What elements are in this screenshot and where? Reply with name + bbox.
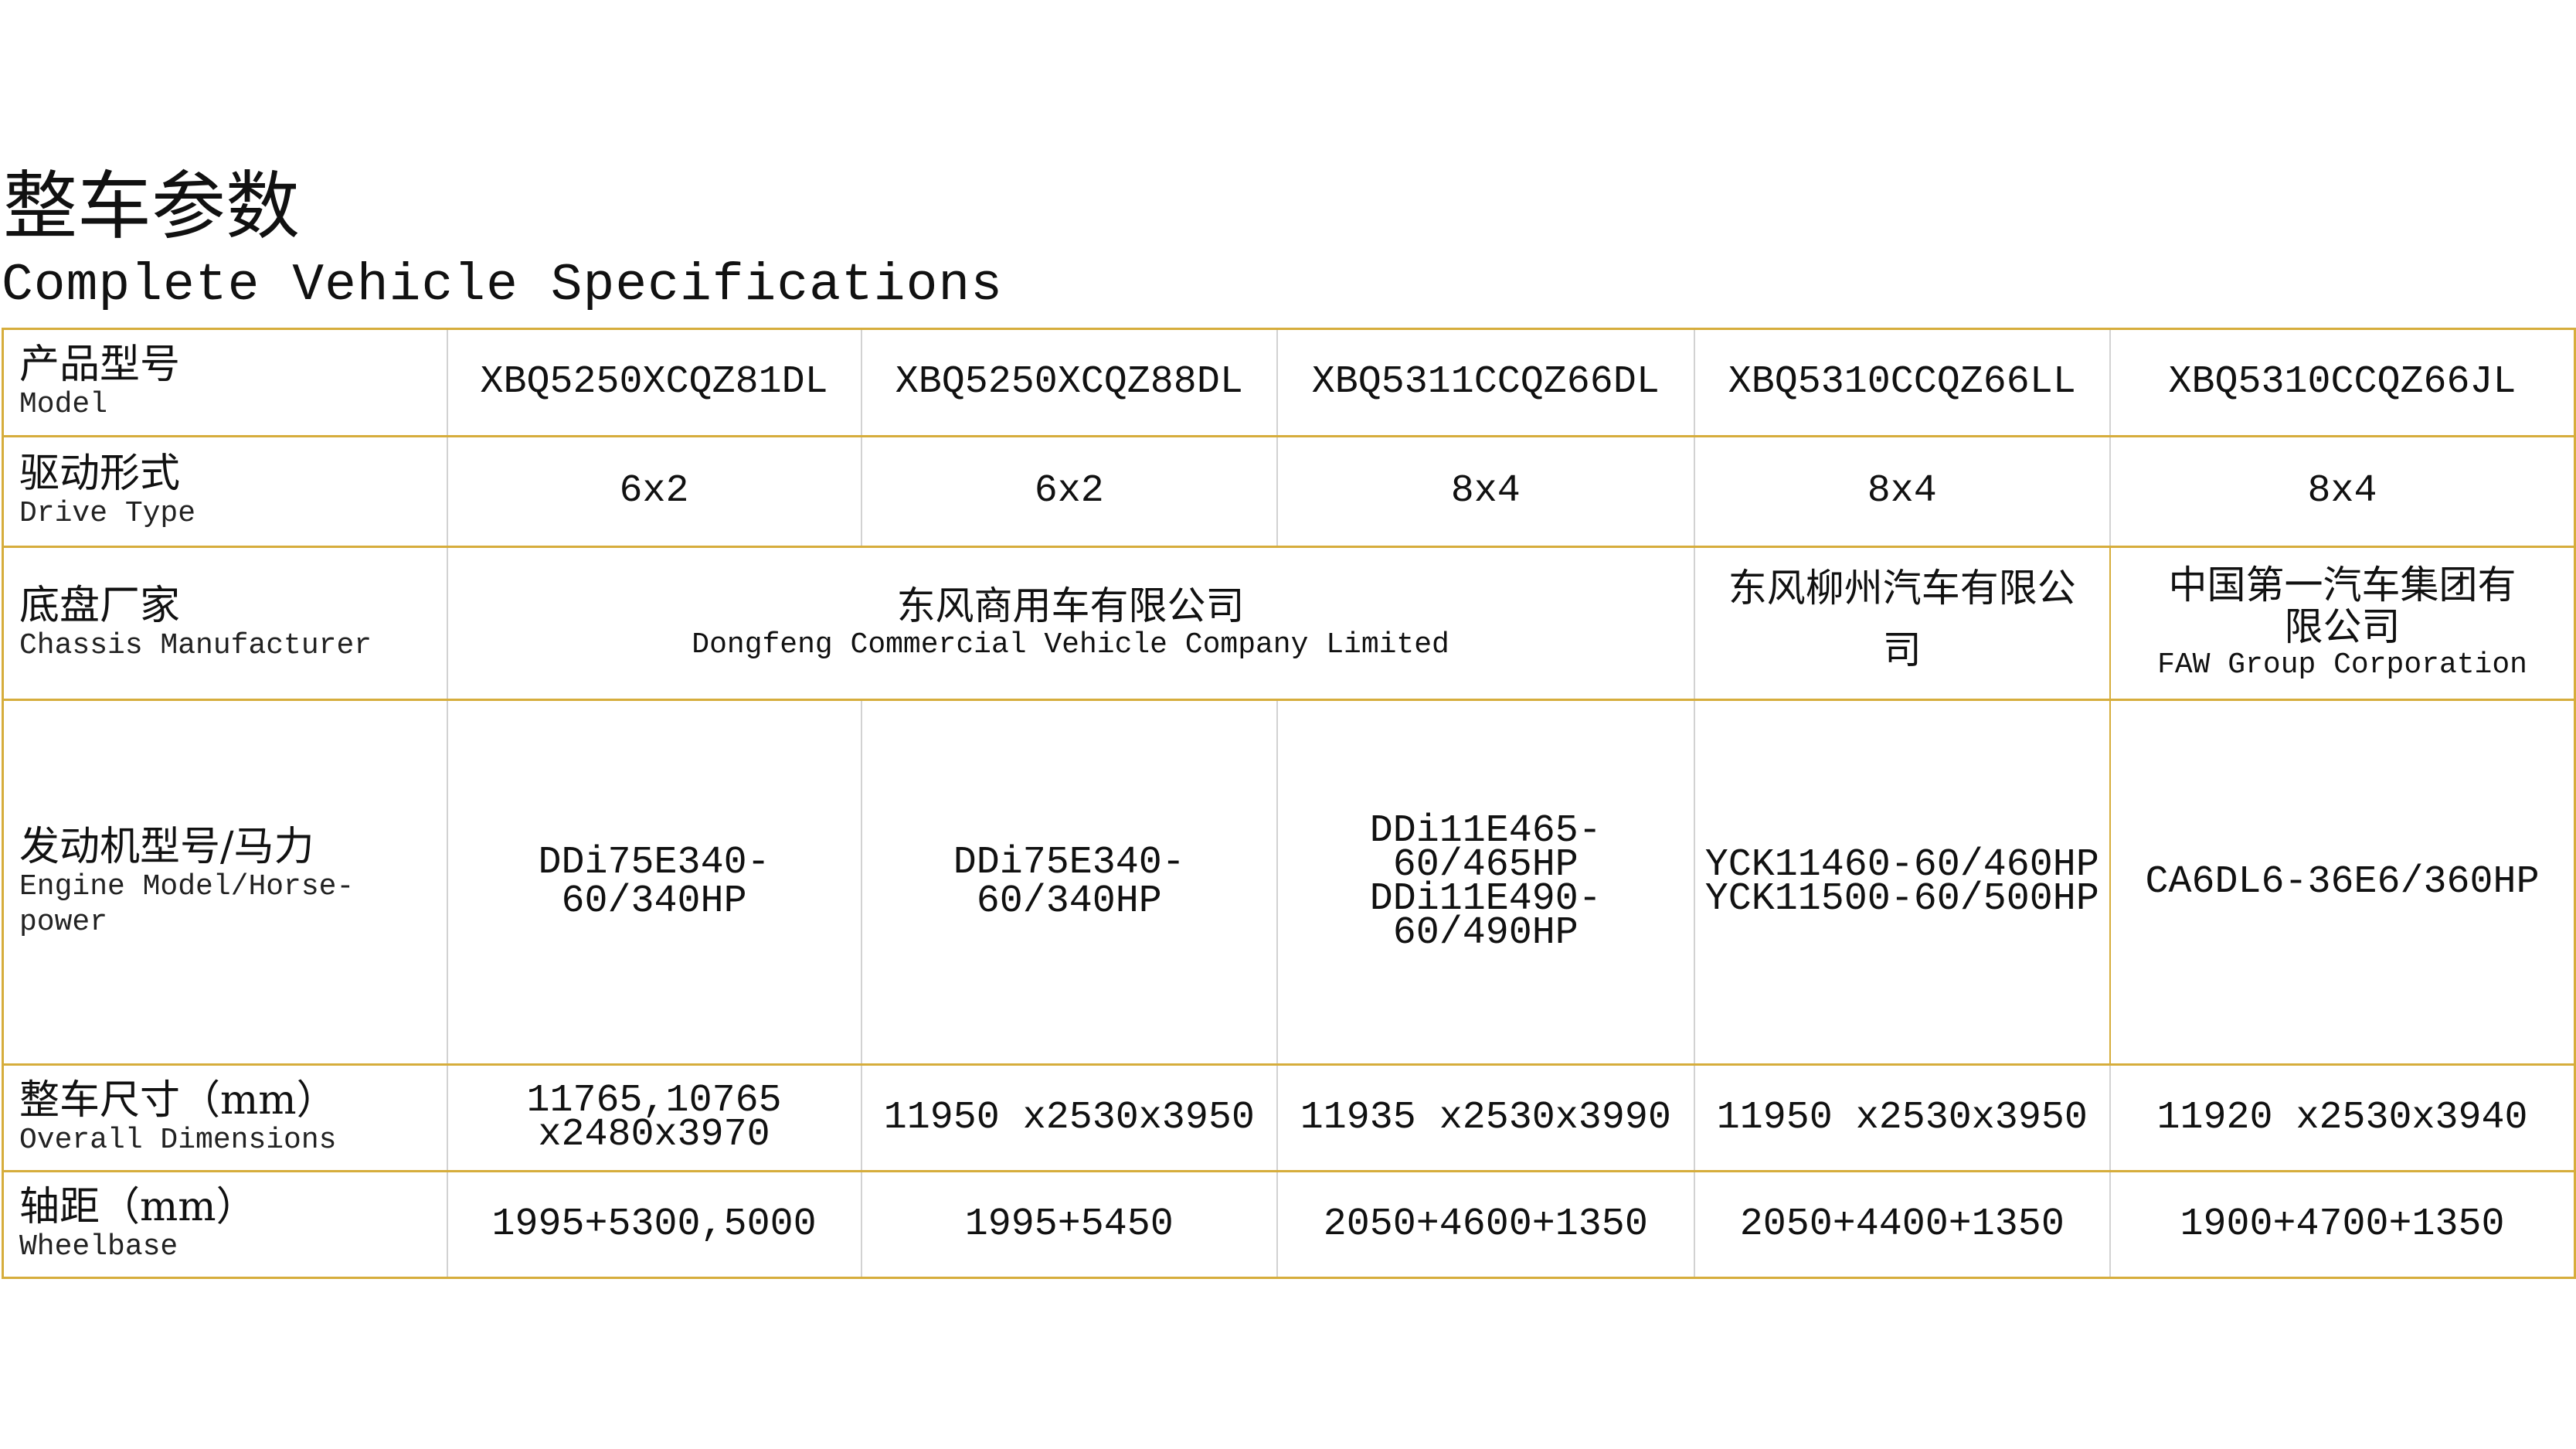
table-row-wheelbase: 轴距（mm） Wheelbase 1995+5300,5000 1995+545… [1, 1170, 2576, 1279]
manufacturer-en: FAW Group Corporation [2157, 648, 2527, 682]
manufacturer-cn: 中国第一汽车集团有限公司 [2168, 562, 2517, 649]
label-cn: 整车尺寸（mm） [19, 1077, 337, 1124]
table-cell: 6x2 [446, 435, 862, 548]
manufacturer-cn: 东风柳州汽车有限公司 [1728, 566, 2076, 672]
dimension-line: 11765,10765 [526, 1078, 782, 1123]
dimension-line: 11935 x2530x3990 [1300, 1095, 1671, 1140]
table-row-dimensions: 整车尺寸（mm） Overall Dimensions 11765,10765 x… [1, 1063, 2576, 1172]
manufacturer-en: Dongfeng Commercial Vehicle Company Limi… [692, 628, 1449, 662]
table-cell: 11920 x2530x3940 [2109, 1063, 2576, 1172]
manufacturer-cn: 东风商用车有限公司 [896, 583, 1245, 628]
label-cn: 底盘厂家 [19, 582, 181, 629]
table-row-drive: 驱动形式 Drive Type 6x2 6x2 8x4 8x4 8x4 [1, 435, 2576, 548]
engine-line: DDi75E340-60/340HP [538, 840, 770, 923]
label-en: Wheelbase [19, 1230, 178, 1264]
label-cn: 轴距（mm） [19, 1183, 257, 1230]
table-cell: DDi11E465-60/465HP DDi11E490-60/490HP [1276, 699, 1695, 1066]
label-en: Drive Type [19, 497, 196, 530]
table-cell: 1900+4700+1350 [2109, 1170, 2576, 1279]
engine-line: YCK11460-60/460HP [1704, 842, 2099, 887]
dimension-line: 11920 x2530x3940 [2156, 1095, 2528, 1140]
engine-line: DDi75E340-60/340HP [953, 840, 1185, 923]
label-cn: 驱动形式 [19, 451, 181, 497]
row-label: 轴距（mm） Wheelbase [1, 1170, 448, 1279]
label-en: Engine Model/Horse-power [19, 869, 355, 939]
row-label: 发动机型号/马力 Engine Model/Horse-power [1, 699, 448, 1066]
label-cn: 发动机型号/马力 [19, 823, 314, 870]
engine-line: DDi11E465-60/465HP [1369, 808, 1602, 887]
table-cell: 6x2 [860, 435, 1279, 548]
table-row-engine: 发动机型号/马力 Engine Model/Horse-power DDi75E… [1, 699, 2576, 1066]
label-en: Model [19, 388, 108, 421]
table-cell: 1995+5450 [860, 1170, 1279, 1279]
table-cell: 8x4 [1276, 435, 1695, 548]
table-cell-liuzhou: 东风柳州汽车有限公司 [1693, 546, 2112, 701]
table-cell: 11950 x2530x3950 [1693, 1063, 2112, 1172]
table-cell: YCK11460-60/460HP YCK11500-60/500HP [1693, 699, 2112, 1066]
table-cell: 8x4 [2109, 435, 2576, 548]
table-cell: DDi75E340-60/340HP [860, 699, 1279, 1066]
dimension-line: x2480x3970 [538, 1112, 770, 1157]
dimension-line: 11950 x2530x3950 [883, 1095, 1255, 1140]
table-cell: XBQ5311CCQZ66DL [1276, 328, 1695, 437]
table-cell: 11935 x2530x3990 [1276, 1063, 1695, 1172]
table-cell: 1995+5300,5000 [446, 1170, 862, 1279]
table-cell: XBQ5250XCQZ81DL [446, 328, 862, 437]
page-title-cn: 整车参数 [3, 163, 300, 250]
table-cell: 8x4 [1693, 435, 2112, 548]
dimension-line: 11950 x2530x3950 [1716, 1095, 2088, 1140]
label-en: Chassis Manufacturer [19, 628, 372, 662]
table-cell: 2050+4600+1350 [1276, 1170, 1695, 1279]
table-cell: 11950 x2530x3950 [860, 1063, 1279, 1172]
engine-line: YCK11500-60/500HP [1704, 876, 2099, 921]
engine-line: CA6DL6-36E6/360HP [2145, 859, 2540, 904]
table-cell: XBQ5310CCQZ66JL [2109, 328, 2576, 437]
table-cell: CA6DL6-36E6/360HP [2109, 699, 2576, 1066]
table-cell-faw: 中国第一汽车集团有限公司 FAW Group Corporation [2109, 546, 2576, 701]
engine-line: DDi11E490-60/490HP [1369, 876, 1602, 955]
table-cell: DDi75E340-60/340HP [446, 699, 862, 1066]
table-row-chassis: 底盘厂家 Chassis Manufacturer 东风商用车有限公司 Dong… [1, 546, 2576, 701]
label-en: Overall Dimensions [19, 1123, 337, 1157]
table-cell: XBQ5310CCQZ66LL [1693, 328, 2112, 437]
specifications-table: 产品型号 Model XBQ5250XCQZ81DL XBQ5250XCQZ88… [1, 328, 2576, 1279]
table-cell-dongfeng: 东风商用车有限公司 Dongfeng Commercial Vehicle Co… [446, 546, 1695, 701]
table-row-model: 产品型号 Model XBQ5250XCQZ81DL XBQ5250XCQZ88… [1, 328, 2576, 437]
table-cell: 11765,10765 x2480x3970 [446, 1063, 862, 1172]
table-cell: XBQ5250XCQZ88DL [860, 328, 1279, 437]
label-cn: 产品型号 [19, 342, 181, 388]
row-label: 整车尺寸（mm） Overall Dimensions [1, 1063, 448, 1172]
page-title-en: Complete Vehicle Specifications [2, 256, 1004, 315]
row-label: 驱动形式 Drive Type [1, 435, 448, 548]
row-label: 产品型号 Model [1, 328, 448, 437]
table-cell: 2050+4400+1350 [1693, 1170, 2112, 1279]
row-label: 底盘厂家 Chassis Manufacturer [1, 546, 448, 701]
